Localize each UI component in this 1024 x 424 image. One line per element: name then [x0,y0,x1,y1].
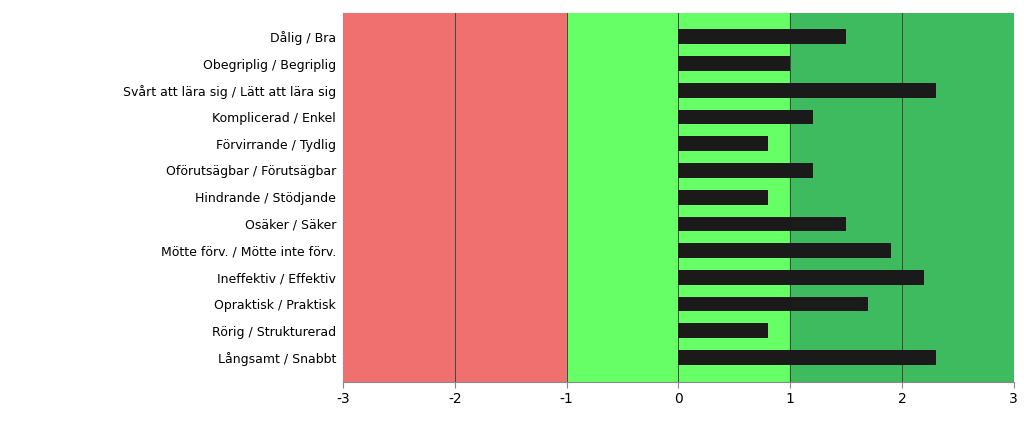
Bar [679,30,846,44]
Bar [679,243,891,258]
Bar [679,190,768,204]
Bar [791,13,1014,382]
Bar [679,270,925,285]
Bar [679,163,813,178]
Bar [343,13,566,382]
Bar [679,217,846,231]
Bar [679,56,791,71]
Bar [679,324,768,338]
Bar [679,350,936,365]
Bar [679,137,768,151]
Bar [679,110,813,124]
Bar [566,13,791,382]
Bar [679,83,936,98]
Bar [679,297,868,311]
